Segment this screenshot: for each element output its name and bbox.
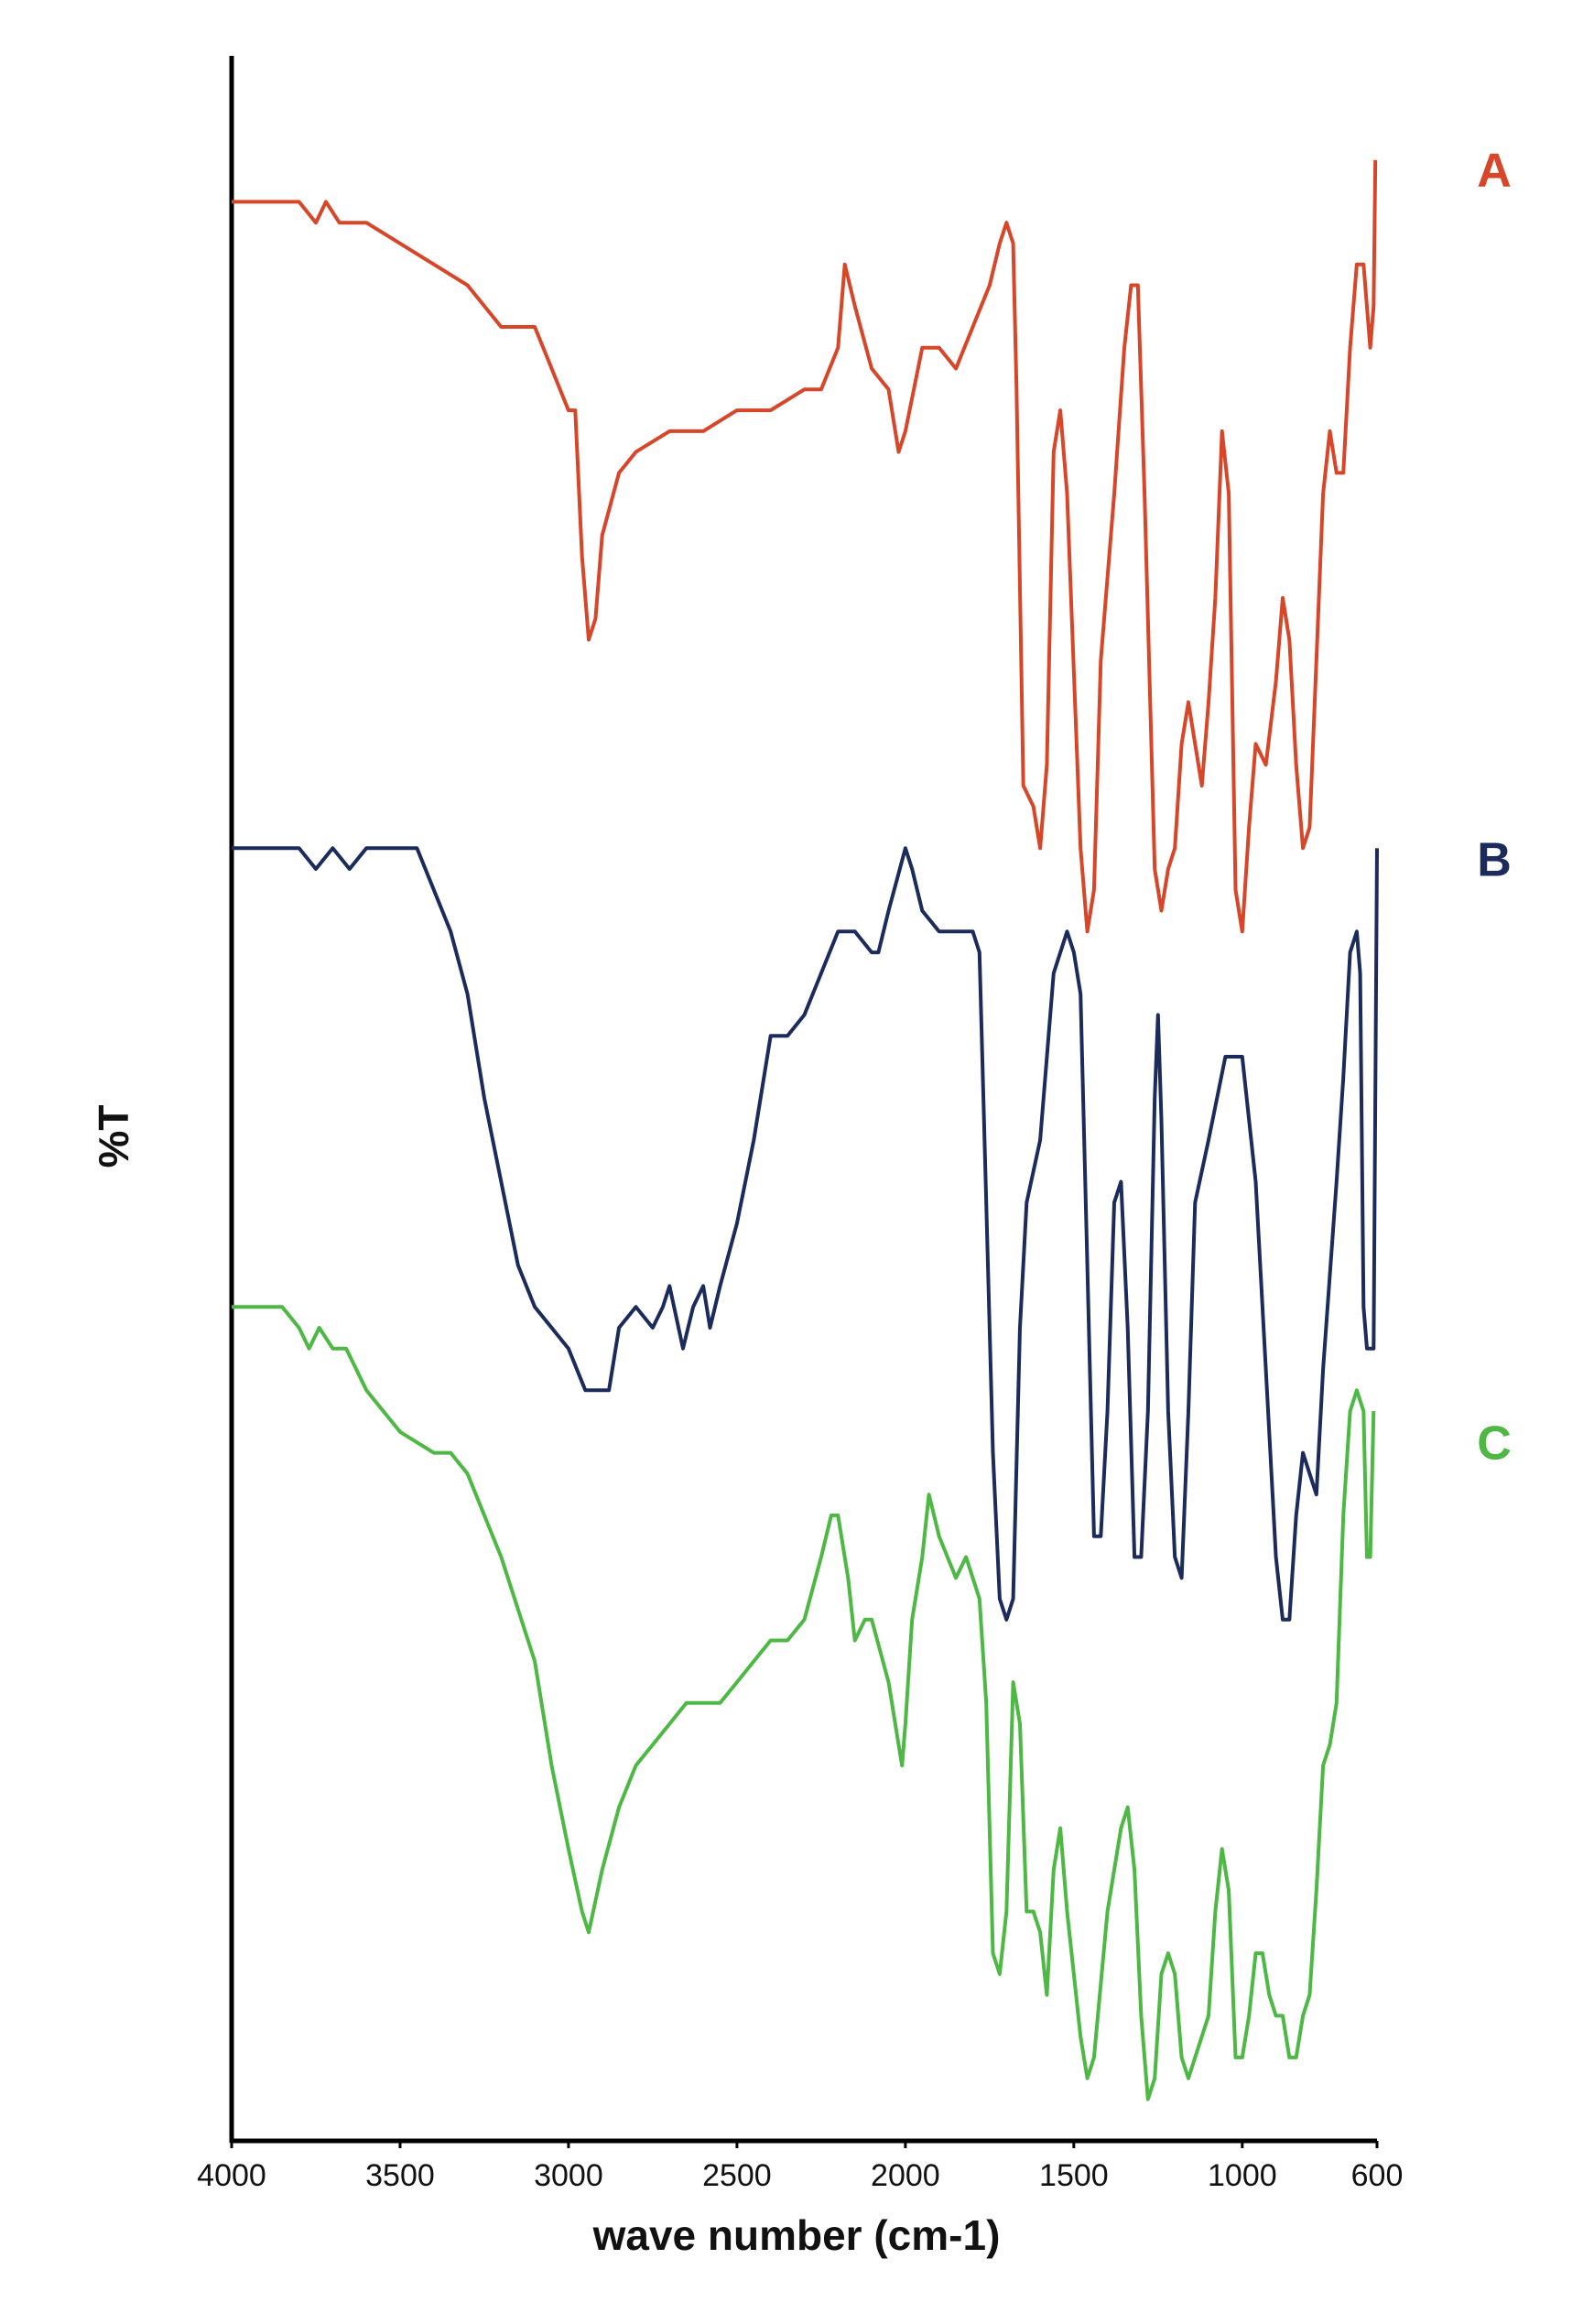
- x-tick-label: 4000: [197, 2158, 266, 2193]
- spectrum-line: [232, 159, 1378, 934]
- spectrum-line: [232, 1305, 1376, 2101]
- x-tick-label: 1500: [1039, 2158, 1109, 2193]
- x-tick-label: 3000: [534, 2158, 603, 2193]
- x-tick-label: 600: [1351, 2158, 1404, 2193]
- x-tick-label: 3500: [365, 2158, 435, 2193]
- x-tick-label: 1000: [1208, 2158, 1277, 2193]
- x-tick-label: 2500: [702, 2158, 772, 2193]
- y-axis-title: %T: [90, 1105, 137, 1168]
- x-tick-label: 2000: [871, 2158, 940, 2193]
- series-label: C: [1477, 1417, 1512, 1471]
- spectrum-line: [232, 846, 1379, 1622]
- series-label: A: [1477, 145, 1512, 198]
- x-axis-title: wave number (cm-1): [592, 2211, 1001, 2259]
- series-label: B: [1477, 834, 1512, 887]
